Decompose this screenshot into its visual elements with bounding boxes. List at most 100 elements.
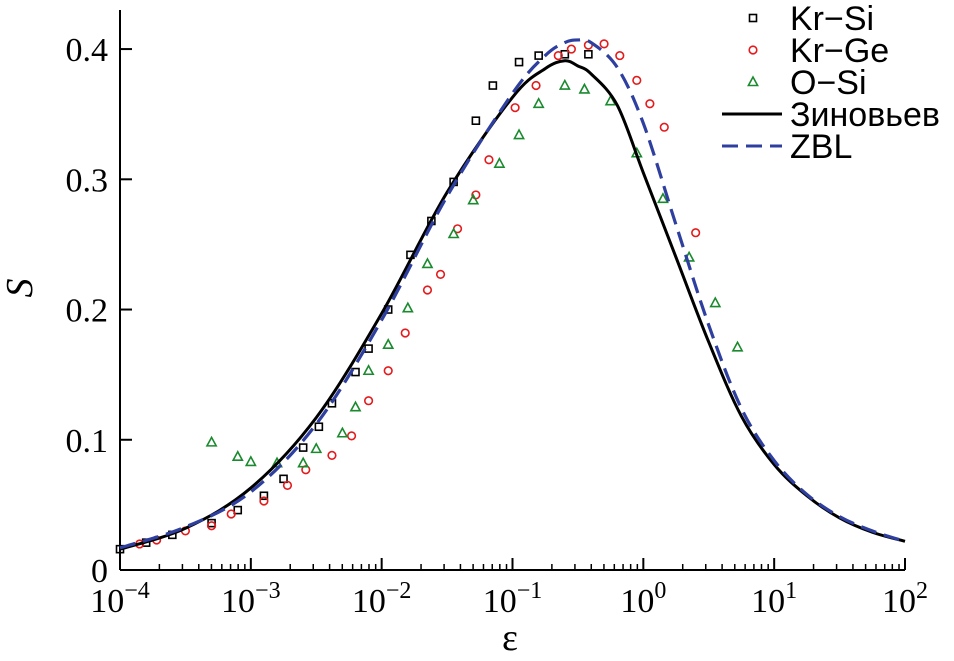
x-tick-exponent: −3 [255,578,281,604]
data-point-kr-si [534,51,543,60]
series-zbl [119,37,906,550]
data-point-kr-ge [282,480,293,490]
legend-marker-o-si [747,75,759,87]
data-point-o-si [558,78,571,90]
data-point-kr-ge [659,122,669,132]
x-tick-exponent: −1 [517,578,543,604]
data-point-kr-si [279,474,288,484]
data-point-kr-si [584,49,593,59]
x-tick-label: 102 [882,578,928,620]
series-o-si [205,78,744,468]
data-point-kr-si [514,57,524,67]
data-point-o-si [467,193,480,205]
series-kr-ge [135,39,701,549]
data-point-kr-ge [632,75,642,85]
x-tick-base: 10 [882,583,916,620]
data-point-o-si [362,364,375,376]
data-point-kr-si [259,491,269,501]
series-line-zbl [119,37,906,550]
x-tick-label: 10−4 [90,578,150,620]
data-point-o-si [401,301,414,313]
data-point-o-si [310,442,323,454]
x-tick-base: 10 [483,583,517,620]
y-tick-label: 0.2 [66,293,109,330]
data-point-kr-si [298,443,308,452]
legend-marker-kr-si [748,13,758,23]
data-point-kr-ge [346,431,357,441]
x-tick-label: 101 [751,578,797,620]
data-point-o-si [297,456,310,468]
data-point-o-si [578,82,591,94]
series-line-zinovyev [119,59,906,551]
x-tick-base: 10 [352,583,386,620]
x-axis-ticks: 10−4 10−3 10−2 10−1 100 101 102 [90,558,928,620]
data-point-kr-ge [400,328,410,338]
legend-label-o-si: O−Si [790,64,867,102]
data-point-kr-ge [422,285,433,295]
legend-marker-kr-ge [748,45,758,55]
data-point-kr-ge [510,103,520,113]
legend-label-zbl: ZBL [790,128,852,166]
data-point-kr-si [314,422,324,432]
y-axis-ticks: 0 0.1 0.2 0.3 0.4 [66,32,132,590]
data-point-kr-ge [645,99,655,109]
data-point-o-si [709,296,722,308]
data-point-kr-ge [435,269,446,279]
y-axis-label: S [0,279,41,298]
data-point-kr-ge [599,39,609,49]
data-point-o-si [731,340,744,352]
series-zinovyev [119,59,906,551]
data-point-o-si [244,455,257,467]
x-tick-exponent: 1 [785,578,797,604]
data-point-o-si [513,128,525,140]
data-point-o-si [205,435,218,447]
axes-frame [119,10,905,571]
legend-label-zinovyev: Зиновьев [790,96,940,134]
data-point-kr-si [364,344,373,353]
x-axis-label: ε [502,617,518,659]
data-point-kr-si [488,81,498,90]
x-tick-exponent: 0 [654,578,666,604]
data-point-kr-ge [327,450,337,460]
x-tick-label: 10−1 [483,578,543,620]
data-point-kr-ge [531,80,541,91]
y-tick-label: 0.4 [66,32,109,69]
data-point-kr-ge [226,509,236,519]
data-point-o-si [532,97,545,109]
data-point-o-si [493,156,506,168]
x-tick-label: 10−3 [221,578,281,620]
y-tick-label: 0.3 [66,162,109,199]
data-point-o-si [447,227,460,239]
y-tick-label: 0 [91,553,108,590]
x-tick-base: 10 [751,583,785,620]
data-point-kr-ge [484,155,494,165]
data-point-kr-ge [363,396,374,406]
plot-series [115,37,906,554]
data-point-kr-ge [553,50,563,61]
x-tick-base: 10 [90,583,124,620]
data-point-kr-ge [206,521,217,531]
x-tick-exponent: −2 [386,578,412,604]
legend-label-kr-ge: Kr−Ge [790,32,889,70]
data-point-o-si [336,426,349,438]
data-point-kr-si [233,505,243,515]
data-point-o-si [421,257,434,269]
data-point-o-si [231,450,244,461]
data-point-kr-ge [259,496,269,506]
y-tick-label: 0.1 [66,423,109,460]
legend-label-kr-si: Kr−Si [790,0,874,38]
data-point-kr-ge [383,366,393,376]
x-tick-exponent: 2 [916,578,928,604]
x-tick-label: 10−2 [352,578,412,620]
data-point-kr-ge [566,44,576,54]
x-tick-exponent: −4 [124,578,150,604]
data-point-kr-si [471,116,481,125]
data-point-kr-ge [691,228,701,238]
x-tick-base: 10 [221,583,255,620]
data-point-kr-ge [615,50,625,61]
x-tick-base: 10 [620,583,654,620]
series-kr-si [115,49,593,554]
data-point-o-si [382,338,395,349]
